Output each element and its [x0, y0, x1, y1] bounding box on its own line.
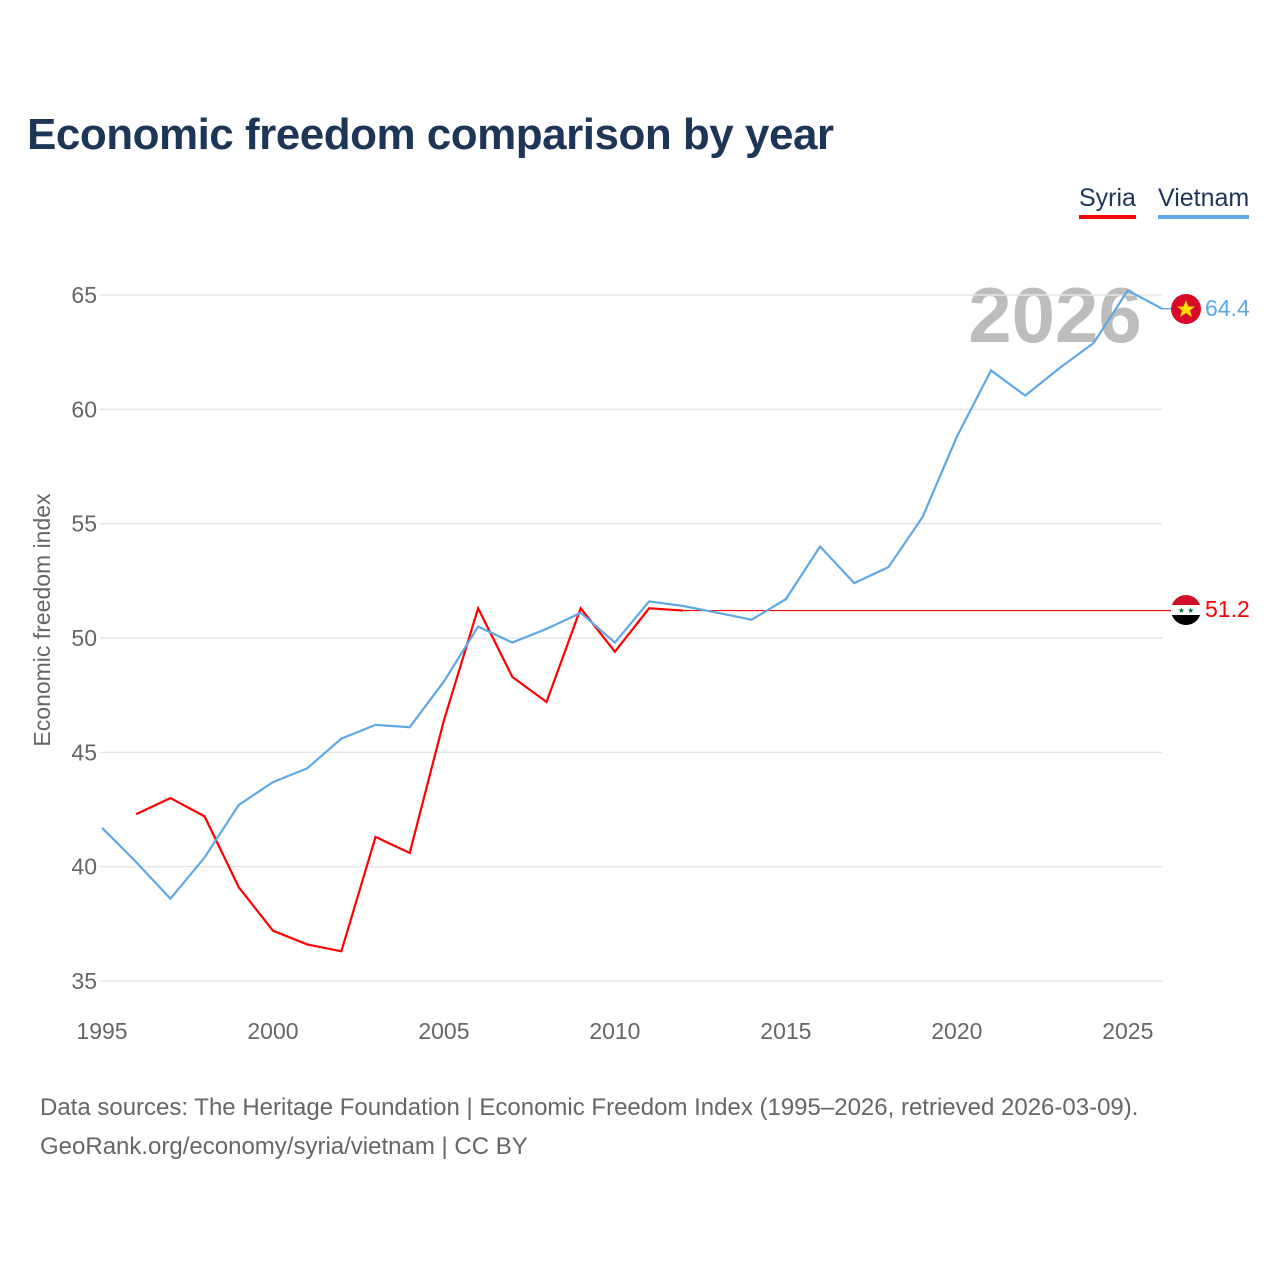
y-tick-label: 65 — [71, 282, 97, 308]
x-tick-label: 2020 — [931, 1018, 982, 1044]
syria-end-label: 51.2 — [1205, 596, 1250, 622]
y-tick-label: 35 — [71, 968, 97, 994]
y-tick-label: 50 — [71, 625, 97, 651]
y-tick-label: 45 — [71, 739, 97, 765]
source-note: Data sources: The Heritage Foundation | … — [40, 1088, 1138, 1166]
y-tick-label: 60 — [71, 396, 97, 422]
y-axis-label: Economic freedom index — [29, 493, 55, 747]
x-tick-label: 1995 — [76, 1018, 127, 1044]
vietnam-flag-icon — [1171, 294, 1201, 324]
svg-text:★ ★: ★ ★ — [1178, 606, 1195, 615]
x-tick-label: 2025 — [1102, 1018, 1153, 1044]
syria-flag-icon: ★ ★ — [1171, 595, 1201, 625]
y-tick-label: 55 — [71, 511, 97, 537]
x-tick-label: 2005 — [418, 1018, 469, 1044]
x-tick-label: 2000 — [247, 1018, 298, 1044]
x-tick-label: 2015 — [760, 1018, 811, 1044]
source-line-1: Data sources: The Heritage Foundation | … — [40, 1094, 1139, 1121]
vietnam-end-label: 64.4 — [1205, 295, 1250, 321]
vietnam-series-line — [101, 288, 1163, 901]
y-tick-label: 40 — [71, 854, 97, 880]
legend-vietnam[interactable]: Vietnam — [1158, 184, 1250, 219]
chart-title: Economic freedom comparison by year — [27, 110, 834, 159]
source-line-2[interactable]: GeoRank.org/economy/syria/vietnam | CC B… — [40, 1133, 528, 1160]
year-watermark: 2026 — [968, 271, 1142, 359]
legend-syria[interactable]: Syria — [1079, 184, 1136, 219]
syria-series-line — [135, 605, 684, 953]
x-tick-label: 2010 — [589, 1018, 640, 1044]
